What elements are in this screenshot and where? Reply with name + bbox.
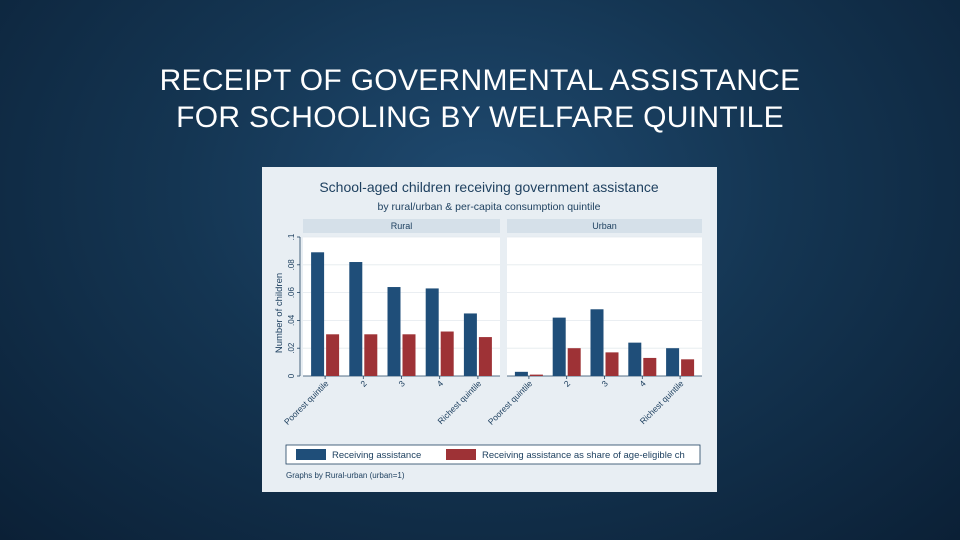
legend-label: Receiving assistance as share of age-eli… [482,450,685,461]
bar-receiving-assistance [387,287,401,376]
y-tick-label: .02 [287,342,296,354]
chart-title: School-aged children receiving governmen… [319,179,659,195]
legend-label: Receiving assistance [332,450,421,461]
chart-svg: School-aged children receiving governmen… [274,179,702,480]
bar-share-age-eligible [567,348,581,376]
x-tick-label: 4 [435,378,446,389]
y-tick-label: .04 [287,314,296,326]
bar-share-age-eligible [364,334,378,376]
chart-legend: Receiving assistance Receiving assistance… [285,444,701,465]
x-tick-label: 2 [562,378,573,389]
bar-share-age-eligible [440,331,454,376]
bar-receiving-assistance [425,288,439,376]
y-tick-label: .1 [287,233,296,240]
panel-header [303,219,500,233]
panel-header [507,219,702,233]
bar-receiving-assistance [311,252,325,376]
bar-receiving-assistance [349,262,363,376]
bar-share-age-eligible [605,352,619,376]
x-tick-label: 3 [396,378,407,389]
slide-title-line-1: RECEIPT OF GOVERNMENTAL ASSISTANCE [159,64,801,97]
x-tick-label: 3 [599,378,610,389]
chart-note: Graphs by Rural-urban (urban=1) [286,471,405,480]
bar-share-age-eligible [478,337,492,376]
bar-receiving-assistance [463,313,477,376]
x-tick-label: Poorest quintile [282,378,331,427]
x-tick-label: 2 [358,378,369,389]
y-tick-label: 0 [287,373,296,378]
bar-receiving-assistance [552,317,566,376]
bar-share-age-eligible [643,357,657,376]
x-tick-label: Poorest quintile [486,378,535,427]
bar-share-age-eligible [326,334,340,376]
bar-receiving-assistance [628,342,642,376]
slide-title-line-2: FOR SCHOOLING BY WELFARE QUINTILE [176,101,784,134]
bar-share-age-eligible [402,334,416,376]
legend-swatch [296,449,326,460]
bar-share-age-eligible [529,374,543,376]
bar-receiving-assistance [514,371,528,376]
slide-title: RECEIPT OF GOVERNMENTAL ASSISTANCE FOR S… [0,62,960,136]
bar-receiving-assistance [590,309,604,376]
y-tick-label: .06 [287,286,296,298]
bar-share-age-eligible [681,359,695,376]
y-axis-label: Number of children [274,273,285,353]
bar-receiving-assistance [666,348,680,376]
y-tick-label: .08 [287,259,296,271]
panel-header-label: Rural [391,221,413,231]
x-tick-label: 4 [637,378,648,389]
panel-header-label: Urban [592,221,617,231]
legend-box [285,444,701,465]
chart-subtitle: by rural/urban & per-capita consumption … [378,201,601,213]
chart-image: School-aged children receiving governmen… [262,167,717,492]
legend-swatch [446,449,476,460]
